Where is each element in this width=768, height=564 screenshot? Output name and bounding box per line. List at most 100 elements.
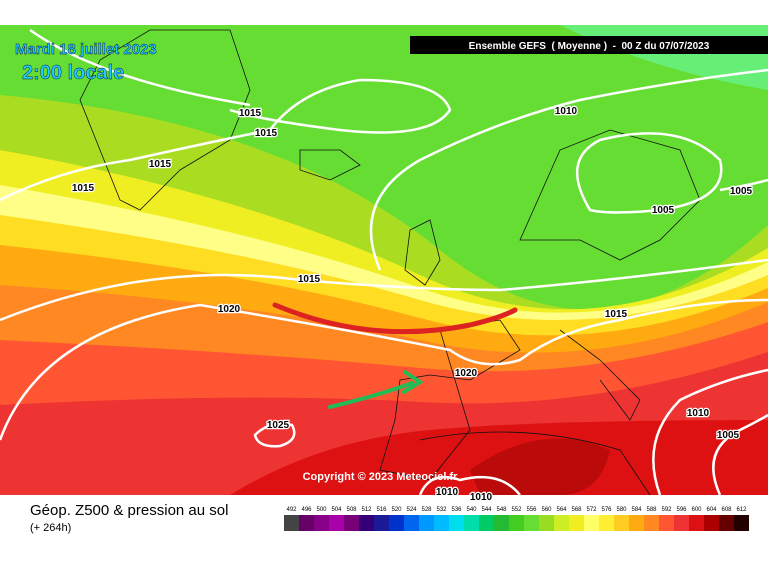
legend-swatch [644,515,659,531]
time: 2:00 locale [22,62,124,84]
isobar-label: 1015 [255,128,278,139]
legend-label: 600 [691,507,702,513]
date: Mardi 18 juillet 2023 [15,41,157,58]
legend-label: 552 [511,507,522,513]
legend-label: 592 [661,507,672,513]
legend-swatch [494,515,509,531]
legend-label: 608 [721,507,732,513]
flow-arrow-head [402,370,424,394]
legend-label: 576 [601,507,612,513]
legend-swatch [554,515,569,531]
legend-label: 568 [571,507,582,513]
isobar [719,178,768,192]
legend-swatch [674,515,689,531]
isobar-label: 1005 [652,205,675,216]
isobar [0,298,768,441]
legend-label: 508 [346,507,357,513]
legend-label: 496 [301,507,312,513]
legend-label: 584 [631,507,642,513]
legend-label: 596 [676,507,687,513]
legend-label: 532 [436,507,447,513]
isobar-label: 1015 [298,274,321,285]
legend-label: 556 [526,507,537,513]
copyright: Copyright © 2023 Meteociel.fr [303,471,459,483]
footer-lead: (+ 264h) [30,522,71,534]
isobar [418,475,521,496]
legend-swatch [359,515,374,531]
legend-label: 492 [286,507,297,513]
model-info: Ensemble GEFS ( Moyenne ) - 00 Z du 07/0… [469,41,710,52]
legend-label: 560 [541,507,552,513]
legend-swatch [374,515,389,531]
isobar [0,78,452,202]
isobar-label: 1020 [218,304,241,315]
geopotential-bands [0,25,768,495]
legend-swatch [599,515,614,531]
legend-swatch [584,515,599,531]
isobar [253,422,296,448]
coastline [559,329,641,421]
legend-swatch [689,515,704,531]
legend-label: 580 [616,507,627,513]
legend-label: 512 [361,507,372,513]
isobar-label: 1025 [267,420,290,431]
legend-swatch [299,515,314,531]
legend-label: 536 [451,507,462,513]
flow-arrow [328,381,414,409]
legend-swatch [629,515,644,531]
isobar-label: 1010 [436,487,459,498]
legend-swatch [569,515,584,531]
isobar-label: 1005 [717,430,740,441]
legend-swatch [389,515,404,531]
legend-swatch [509,515,524,531]
legend-label: 588 [646,507,657,513]
coastline [379,319,521,481]
isobar [575,132,723,214]
legend-swatch [524,515,539,531]
legend-swatch [404,515,419,531]
legend-swatch [329,515,344,531]
legend-swatch [479,515,494,531]
legend-swatch [344,515,359,531]
legend-swatch [719,515,734,531]
legend-swatch [614,515,629,531]
coastline [79,29,251,211]
coastline [404,219,441,286]
legend-label: 516 [376,507,387,513]
legend-label: 548 [496,507,507,513]
isobar-label: 1015 [72,183,95,194]
coastline [299,149,361,181]
isobar-label: 1015 [149,159,172,170]
legend-swatch [734,515,749,531]
legend-label: 544 [481,507,492,513]
legend-swatch [449,515,464,531]
isobar [369,68,768,271]
legend-swatch [314,515,329,531]
isobar-label: 1015 [239,108,262,119]
front-line [272,302,518,335]
isobar-label: 1010 [687,408,710,419]
isobar [29,28,251,107]
isobar-label: 1020 [455,368,478,379]
legend-swatch [434,515,449,531]
isobar [712,413,768,496]
isobar-labels: 1015 1015 1015 1015 1010 1005 1005 1015 1020 1015… [71,105,754,505]
legend-label: 504 [331,507,342,513]
footer-title: Géop. Z500 & pression au sol [30,502,228,519]
isobar-label: 1015 [605,309,628,320]
legend-label: 500 [316,507,327,513]
isobar [0,258,768,322]
isobar-label: 1010 [470,492,493,503]
isobars [0,28,768,496]
legend-swatch [284,515,299,531]
legend-label: 612 [736,507,747,513]
coastline [419,431,651,496]
legend-swatch [419,515,434,531]
legend-label: 572 [586,507,597,513]
isobar [652,368,768,496]
legend-swatch [539,515,554,531]
legend-label: 528 [421,507,432,513]
legend-swatch [659,515,674,531]
